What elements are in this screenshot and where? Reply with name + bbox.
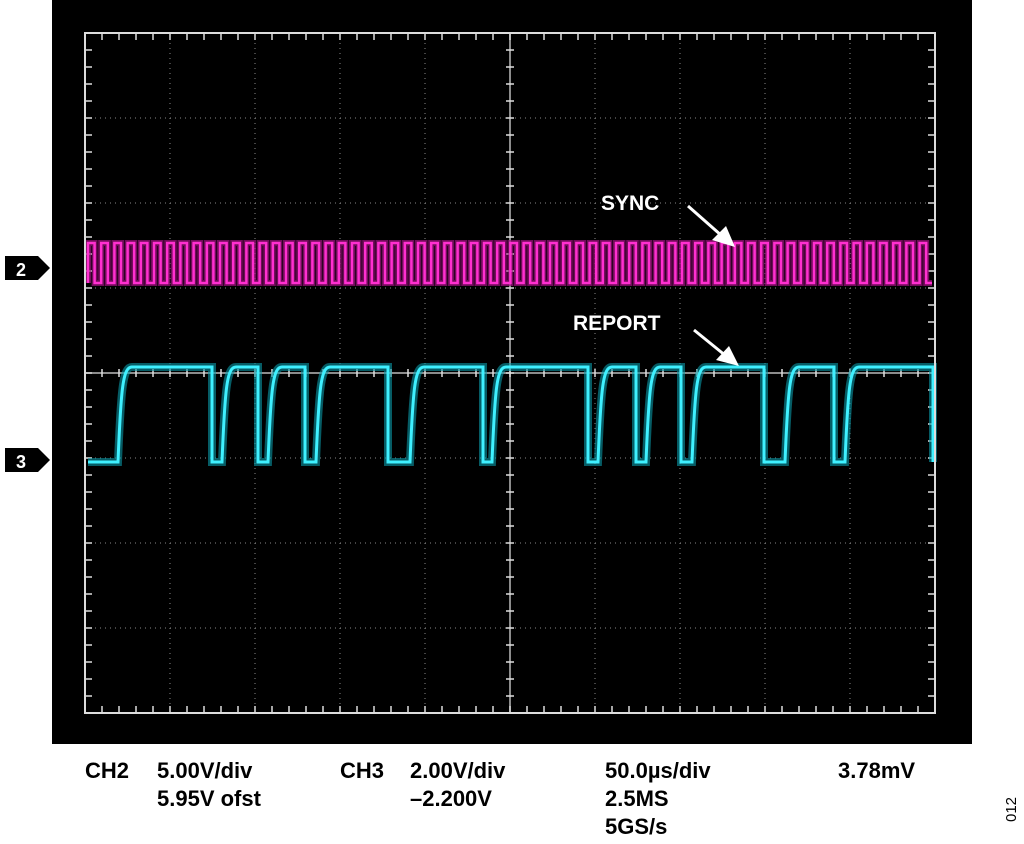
- ch3-marker-label: 3: [16, 452, 26, 472]
- record-length: 2.5MS: [605, 786, 669, 811]
- report-label: REPORT: [573, 312, 661, 335]
- ch3-marker: [5, 448, 50, 472]
- ch2-offset: 5.95V ofst: [157, 786, 262, 811]
- ch2-scale: 5.00V/div: [157, 758, 253, 783]
- report-arrowhead: [716, 346, 739, 366]
- sync-label: SYNC: [601, 192, 659, 215]
- ch2-name: CH2: [85, 758, 129, 783]
- report-trace: [88, 365, 935, 464]
- sync-arrow: [687, 204, 723, 238]
- ch2-marker-label: 2: [16, 260, 26, 280]
- time-scale: 50.0µs/div: [605, 758, 711, 783]
- report-arrow: [693, 328, 727, 358]
- ch3-name: CH3: [340, 758, 384, 783]
- sync-arrowhead: [712, 226, 735, 247]
- trigger-level: 3.78mV: [838, 758, 915, 783]
- traces: [85, 240, 937, 466]
- ch2-marker: [5, 256, 50, 280]
- sample-rate: 5GS/s: [605, 814, 667, 839]
- graticule-border: [84, 32, 936, 714]
- figure-id: 012: [1003, 797, 1020, 822]
- screen-background: [52, 0, 972, 744]
- ch3-offset: –2.200V: [410, 786, 492, 811]
- sync-trace: [86, 241, 932, 285]
- ch3-scale: 2.00V/div: [410, 758, 506, 783]
